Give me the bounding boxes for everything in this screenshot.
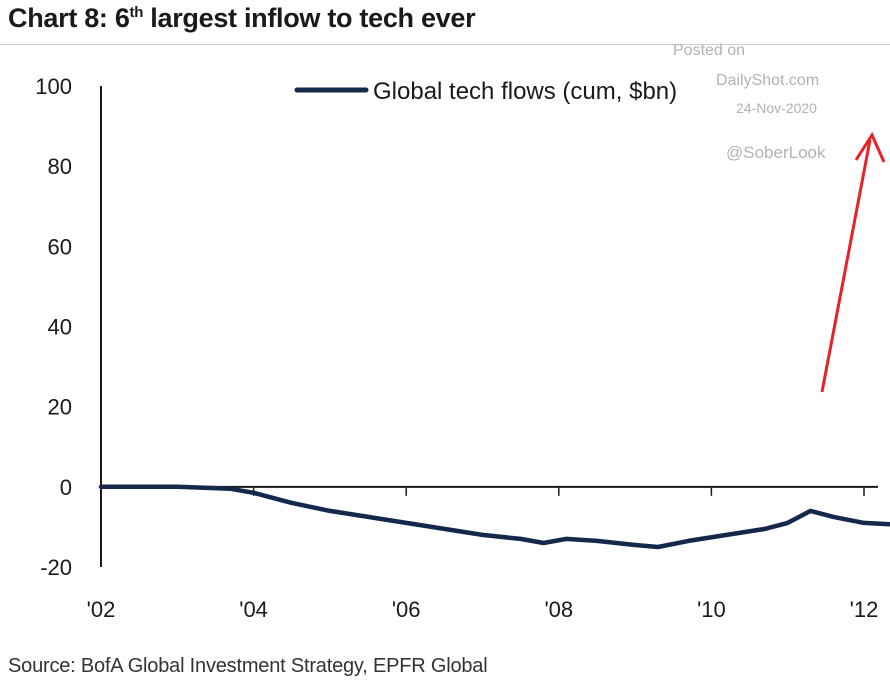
legend-label: Global tech flows (cum, $bn) xyxy=(373,78,677,105)
chart-title: Chart 8: 6th largest inflow to tech ever xyxy=(8,3,476,33)
watermark-posted-on: Posted on xyxy=(673,42,746,59)
watermark-date: 24-Nov-2020 xyxy=(736,100,817,116)
y-tick-label: 0 xyxy=(60,475,72,500)
chart-axes xyxy=(100,86,878,567)
y-tick-label: 100 xyxy=(35,74,72,99)
x-tick-label: '04 xyxy=(239,597,268,622)
x-tick-label: '08 xyxy=(544,597,573,622)
y-tick-label: 40 xyxy=(48,315,72,340)
watermark-site: DailyShot.com xyxy=(716,72,820,89)
legend: Global tech flows (cum, $bn) xyxy=(294,78,677,105)
y-axis-ticks: 100 80 60 40 20 0 -20 xyxy=(35,74,72,580)
y-tick-label: 60 xyxy=(48,234,72,259)
y-tick-label: 80 xyxy=(48,154,72,179)
red-arrow-shaft xyxy=(820,139,872,393)
x-tick-label: '06 xyxy=(392,597,421,622)
source-note: Source: BofA Global Investment Strategy,… xyxy=(8,655,488,677)
annotation-layer xyxy=(820,131,886,393)
series-line xyxy=(98,484,890,550)
y-tick-label: 20 xyxy=(48,395,72,420)
y-tick-label: -20 xyxy=(40,555,72,580)
x-tick-label: '02 xyxy=(87,597,116,622)
x-axis-ticks: '02'04'06'08'10'12'14'16'18'20 xyxy=(87,486,879,622)
watermark-handle: @SoberLook xyxy=(726,143,826,162)
x-tick-label: '10 xyxy=(697,597,726,622)
series-layer xyxy=(98,484,890,550)
x-tick-label: '12 xyxy=(850,597,879,622)
red-arrow-head xyxy=(854,131,886,163)
title-bar: Chart 8: 6th largest inflow to tech ever xyxy=(0,0,890,45)
